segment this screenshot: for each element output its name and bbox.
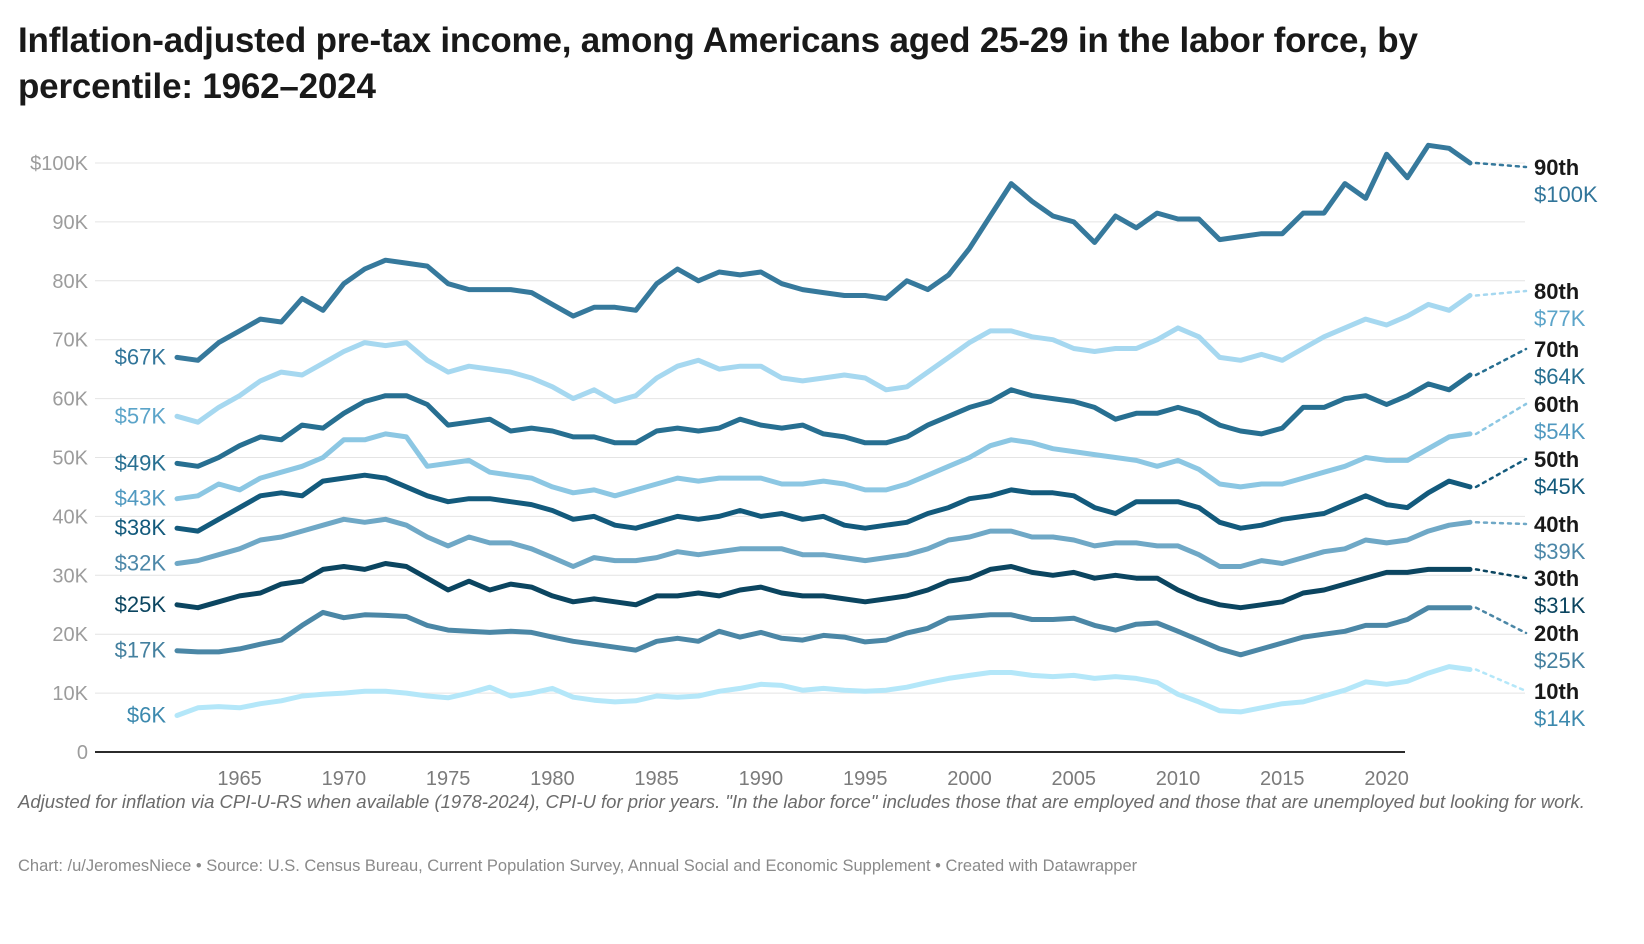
series-name-label-60th: 60th <box>1534 392 1579 417</box>
label-leader-50th <box>1474 457 1528 489</box>
x-tick-label: 1970 <box>322 768 367 790</box>
series-name-label-40th: 40th <box>1534 512 1579 537</box>
label-leader-80th <box>1474 289 1528 297</box>
start-value-label-80th: $57K <box>115 403 167 428</box>
series-line-20th <box>174 605 1473 658</box>
end-value-label-10th: $14K <box>1534 706 1586 731</box>
x-tick-label: 2010 <box>1156 768 1201 790</box>
chart-notes: Adjusted for inflation via CPI-U-RS when… <box>18 791 1585 812</box>
x-tick-label: 1980 <box>530 768 575 790</box>
series-name-label-20th: 20th <box>1534 621 1579 646</box>
series-line-50th <box>174 472 1473 534</box>
end-value-label-70th: $64K <box>1534 364 1586 389</box>
series-line-60th <box>174 431 1473 502</box>
y-tick-label: 50K <box>52 448 88 470</box>
chart-title: Inflation-adjusted pre-tax income, among… <box>18 21 1418 107</box>
end-value-label-50th: $45K <box>1534 474 1586 499</box>
x-tick-label: 1995 <box>843 768 888 790</box>
series-name-label-80th: 80th <box>1534 279 1579 304</box>
x-tick-label: 1990 <box>739 768 784 790</box>
y-tick-label: 0 <box>77 742 88 764</box>
series-name-label-10th: 10th <box>1534 679 1579 704</box>
start-value-label-90th: $67K <box>115 344 167 369</box>
start-value-label-60th: $43K <box>115 486 167 511</box>
series-line-90th <box>174 142 1473 363</box>
y-tick-label: 90K <box>52 212 88 234</box>
series-name-label-30th: 30th <box>1534 566 1579 591</box>
start-value-label-20th: $17K <box>115 638 167 663</box>
x-tick-label: 2005 <box>1052 768 1097 790</box>
label-leader-30th <box>1474 568 1528 580</box>
end-value-label-30th: $31K <box>1534 593 1586 618</box>
label-leader-70th <box>1474 347 1528 377</box>
x-tick-label: 2020 <box>1364 768 1409 790</box>
label-leader-10th <box>1474 668 1528 693</box>
series-line-80th <box>174 293 1473 425</box>
label-leader-20th <box>1474 606 1528 635</box>
y-tick-label: 30K <box>52 565 88 587</box>
start-value-label-70th: $49K <box>115 450 167 475</box>
x-tick-label: 1985 <box>634 768 679 790</box>
end-value-label-40th: $39K <box>1534 539 1586 564</box>
y-tick-label: 20K <box>52 624 88 646</box>
series-line-30th <box>174 561 1473 611</box>
series-line-70th <box>174 372 1473 469</box>
series-line-40th <box>174 516 1473 569</box>
chart-credit-source: Chart: /u/JeromesNiece • Source: U.S. Ce… <box>18 857 1138 875</box>
y-tick-label: $100K <box>30 153 88 175</box>
y-tick-label: 70K <box>52 330 88 352</box>
end-value-label-20th: $25K <box>1534 648 1586 673</box>
x-tick-label: 1965 <box>217 768 262 790</box>
series-name-label-50th: 50th <box>1534 447 1579 472</box>
start-value-label-10th: $6K <box>127 702 166 727</box>
x-tick-label: 2000 <box>947 768 992 790</box>
series-line-10th <box>174 664 1473 718</box>
income-percentile-line-chart: $100K 90K 80K 70K 60K 50K 40K 30K 20K 10K 0 1965 197… <box>30 142 1598 790</box>
end-value-label-80th: $77K <box>1534 306 1586 331</box>
start-value-label-30th: $25K <box>115 592 167 617</box>
label-leader-90th <box>1474 161 1528 169</box>
x-tick-label: 1975 <box>426 768 471 790</box>
y-tick-label: 60K <box>52 389 88 411</box>
label-leader-60th <box>1474 402 1528 436</box>
label-leader-40th <box>1474 521 1528 526</box>
y-tick-label: 80K <box>52 271 88 293</box>
end-value-label-60th: $54K <box>1534 419 1586 444</box>
series-name-label-90th: 90th <box>1534 155 1579 180</box>
x-tick-label: 2015 <box>1260 768 1305 790</box>
start-value-label-40th: $32K <box>115 551 167 576</box>
start-value-label-50th: $38K <box>115 515 167 540</box>
y-tick-label: 40K <box>52 506 88 528</box>
end-value-label-90th: $100K <box>1534 182 1598 207</box>
y-tick-label: 10K <box>52 683 88 705</box>
series-name-label-70th: 70th <box>1534 337 1579 362</box>
